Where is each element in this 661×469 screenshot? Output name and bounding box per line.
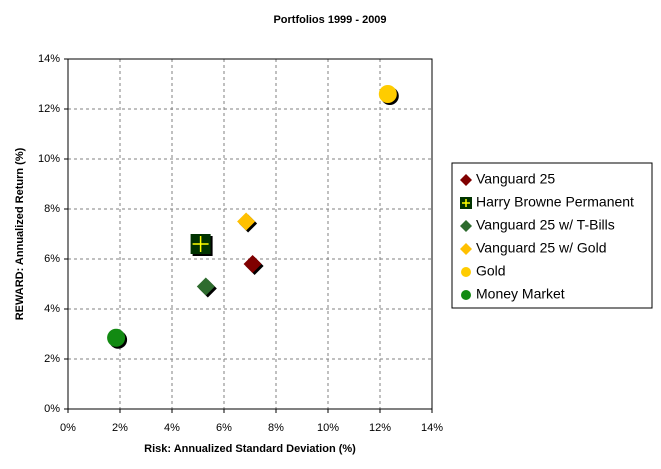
point <box>378 85 397 103</box>
legend-label: Vanguard 25 <box>476 171 555 187</box>
point <box>196 277 215 296</box>
legend-box <box>451 162 653 309</box>
point <box>107 328 126 347</box>
legend-label: Vanguard 25 w/ Gold <box>476 240 607 256</box>
x-tick-label: 4% <box>164 422 180 434</box>
y-tick-label: 8% <box>44 203 60 215</box>
y-tick-label: 12% <box>38 103 60 115</box>
y-tick-label: 14% <box>38 53 60 65</box>
legend-marker <box>460 243 472 255</box>
legend-label: Harry Browne Permanent <box>476 194 634 210</box>
legend-marker <box>461 290 471 300</box>
x-tick-label: 8% <box>268 422 284 434</box>
x-tick-label: 12% <box>369 422 391 434</box>
legend-marker <box>460 220 472 232</box>
x-tick-label: 6% <box>216 422 232 434</box>
y-tick-label: 6% <box>44 253 60 265</box>
legend-marker <box>461 267 471 277</box>
chart-title: Portfolios 1999 - 2009 <box>273 14 386 26</box>
x-tick-label: 14% <box>421 422 443 434</box>
point-cross <box>192 236 209 252</box>
y-axis-label: REWARD: Annualized Return (%) <box>14 147 26 320</box>
y-tick-label: 0% <box>44 403 60 415</box>
y-tick-label: 2% <box>44 353 60 365</box>
legend-label: Vanguard 25 w/ T-Bills <box>476 217 615 233</box>
point <box>243 255 262 273</box>
x-axis-label: Risk: Annualized Standard Deviation (%) <box>144 443 356 455</box>
x-tick-label: 0% <box>60 422 76 434</box>
legend-marker <box>460 174 472 186</box>
plot-border <box>67 58 433 410</box>
legend-marker-cross <box>462 199 470 207</box>
y-tick-label: 4% <box>44 303 60 315</box>
point <box>237 212 256 231</box>
x-tick-label: 2% <box>112 422 128 434</box>
plot-area <box>68 59 432 409</box>
x-tick-label: 10% <box>317 422 339 434</box>
y-tick-label: 10% <box>38 153 60 165</box>
legend-label: Gold <box>476 263 506 279</box>
legend-label: Money Market <box>476 286 565 302</box>
